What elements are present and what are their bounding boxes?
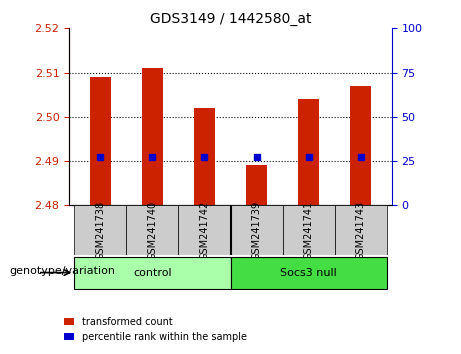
FancyBboxPatch shape	[283, 205, 335, 255]
Bar	[194, 108, 215, 205]
Bar	[90, 77, 111, 205]
Text: Socs3 null: Socs3 null	[280, 268, 337, 278]
Bar	[246, 166, 267, 205]
Text: genotype/variation: genotype/variation	[9, 266, 115, 276]
FancyBboxPatch shape	[126, 205, 178, 255]
Text: GSM241740: GSM241740	[148, 200, 157, 260]
FancyBboxPatch shape	[74, 205, 126, 255]
Title: GDS3149 / 1442580_at: GDS3149 / 1442580_at	[150, 12, 311, 26]
FancyBboxPatch shape	[230, 257, 387, 289]
Text: control: control	[133, 268, 172, 278]
FancyBboxPatch shape	[230, 205, 283, 255]
Text: GSM241738: GSM241738	[95, 200, 106, 260]
FancyBboxPatch shape	[178, 205, 230, 255]
Text: GSM241739: GSM241739	[252, 200, 261, 260]
Text: GSM241741: GSM241741	[304, 200, 313, 260]
Text: GSM241742: GSM241742	[200, 200, 209, 260]
FancyBboxPatch shape	[74, 257, 230, 289]
Text: GSM241743: GSM241743	[355, 200, 366, 260]
Bar	[350, 86, 371, 205]
Legend: transformed count, percentile rank within the sample: transformed count, percentile rank withi…	[60, 313, 250, 346]
FancyBboxPatch shape	[335, 205, 387, 255]
Bar	[142, 68, 163, 205]
Bar	[298, 99, 319, 205]
